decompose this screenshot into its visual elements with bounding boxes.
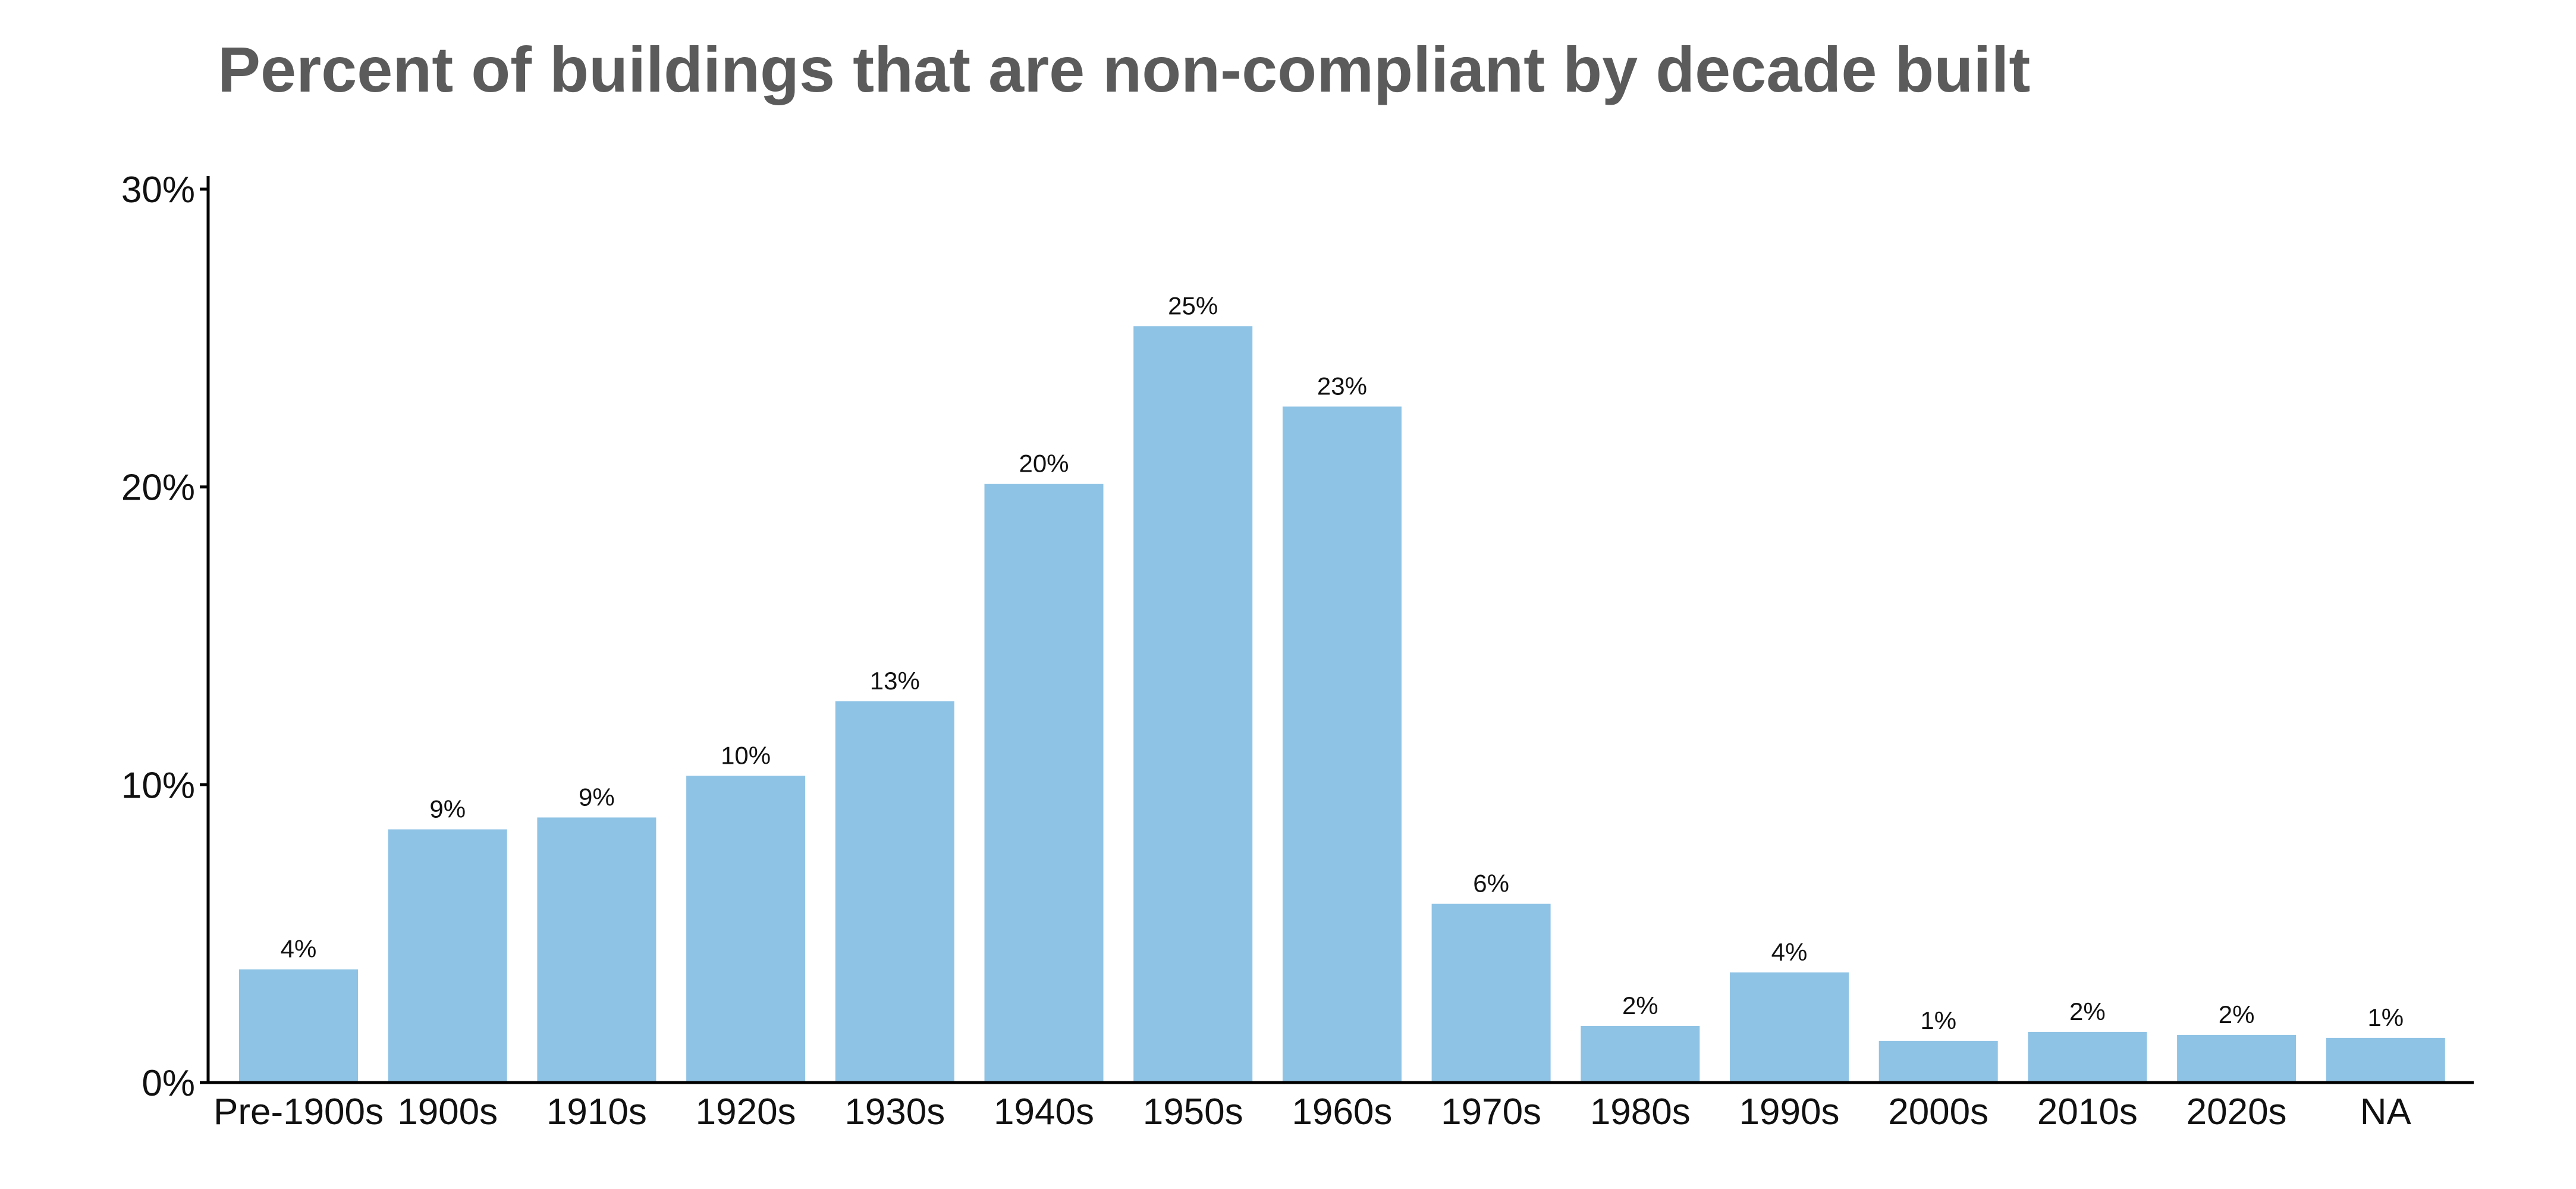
bar-value-label: 25%: [1168, 291, 1218, 319]
x-tick-label: 1950s: [1143, 1091, 1243, 1132]
bar-value-label: 10%: [721, 741, 771, 769]
bar-value-label: 1%: [1920, 1006, 1956, 1034]
bar-labels-layer: 4% 9% 9% 10% 13% 20% 25% 23% 6% 2% 4% 1% 2% 2% 1%: [281, 291, 2404, 1034]
bar-1960s: [1282, 406, 1402, 1083]
x-tick-label: Pre-1900s: [213, 1091, 384, 1132]
bar-value-label: 6%: [1473, 870, 1509, 898]
x-tick-label: 1940s: [994, 1091, 1094, 1132]
bar-1990s: [1730, 972, 1849, 1083]
x-tick-label: 1930s: [844, 1091, 945, 1132]
y-tick-label: 10%: [121, 765, 195, 806]
bar-value-label: 4%: [281, 935, 317, 963]
y-axis-ticks: 0% 10% 20% 30%: [121, 170, 208, 1104]
bar-1970s: [1431, 903, 1551, 1083]
bar-2020s: [2177, 1034, 2297, 1083]
x-tick-label: 1980s: [1590, 1091, 1691, 1132]
bar-value-label: 2%: [1622, 992, 1658, 1019]
bar-value-label: 9%: [429, 795, 466, 823]
bar-1900s: [388, 829, 507, 1083]
bar-2000s: [1878, 1040, 1998, 1083]
x-tick-label: 1920s: [696, 1091, 796, 1132]
bar-value-label: 13%: [870, 667, 920, 695]
chart-title: Percent of buildings that are non-compli…: [218, 33, 2031, 105]
bar-1910s: [537, 817, 656, 1083]
x-tick-label: 1970s: [1441, 1091, 1541, 1132]
bar-na: [2326, 1037, 2445, 1083]
x-tick-label: 2020s: [2187, 1091, 2287, 1132]
x-tick-label: 1960s: [1292, 1091, 1392, 1132]
y-tick-label: 0%: [142, 1063, 195, 1104]
bar-1930s: [835, 701, 954, 1083]
bar-2010s: [2028, 1031, 2147, 1083]
bar-value-label: 9%: [579, 783, 615, 811]
bar-1920s: [686, 776, 806, 1083]
axes-layer: [206, 176, 2474, 1084]
x-tick-label: NA: [2360, 1091, 2412, 1132]
bar-value-label: 2%: [2219, 1000, 2255, 1028]
bar-value-label: 1%: [2367, 1003, 2404, 1031]
bar-pre-1900s: [239, 969, 358, 1083]
y-tick-label: 30%: [121, 170, 195, 211]
x-tick-label: 1910s: [546, 1091, 647, 1132]
bar-1980s: [1581, 1025, 1700, 1083]
bar-1950s: [1133, 326, 1253, 1083]
bar-value-label: 4%: [1771, 938, 1808, 966]
x-tick-label: 1990s: [1739, 1091, 1840, 1132]
bar-value-label: 20%: [1019, 450, 1069, 478]
x-tick-label: 1900s: [397, 1091, 498, 1132]
bar-value-label: 2%: [2069, 997, 2106, 1025]
bar-1940s: [984, 484, 1104, 1083]
x-axis-ticks: Pre-1900s 1900s 1910s 1920s 1930s 1940s 1950s 1…: [213, 1091, 2412, 1132]
y-tick-label: 20%: [121, 468, 195, 509]
bars-layer: [239, 326, 2445, 1083]
x-tick-label: 2010s: [2037, 1091, 2138, 1132]
x-tick-label: 2000s: [1888, 1091, 1988, 1132]
bar-value-label: 23%: [1317, 372, 1367, 400]
